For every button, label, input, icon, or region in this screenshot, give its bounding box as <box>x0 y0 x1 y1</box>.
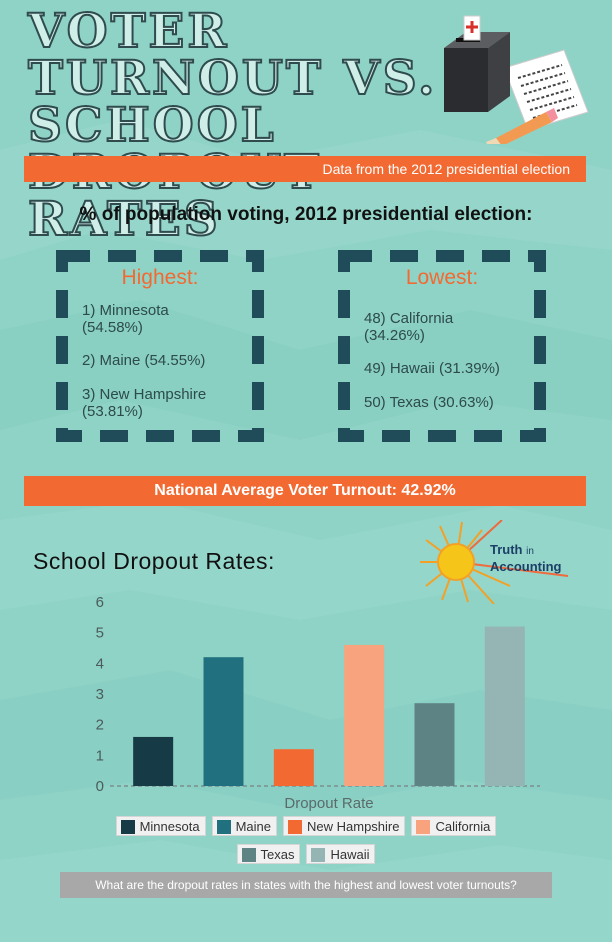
lowest-item-1: 48) California (34.26%) <box>364 310 534 344</box>
lowest-item-3-rank: 50) Texas <box>364 394 429 411</box>
legend-label: New Hampshire <box>307 819 400 834</box>
chart-legend: Minnesota Maine New Hampshire California Tex… <box>60 816 552 864</box>
source-band: Data from the 2012 presidential election <box>24 156 586 182</box>
lowest-box: Lowest: 48) California (34.26%) 49) Hawa… <box>338 250 546 442</box>
voting-heading: % of population voting, 2012 presidentia… <box>79 204 533 225</box>
legend-item-maine[interactable]: Maine <box>211 816 277 836</box>
national-average-band: National Average Voter Turnout: 42.92% <box>24 476 586 506</box>
dropout-rate-chart: 0 1 2 3 4 5 6 Dropout Rate <box>96 594 540 812</box>
sun-icon <box>420 520 569 604</box>
legend-swatch <box>120 819 135 834</box>
legend-swatch <box>288 819 302 834</box>
highest-item-2-rank: 2) Maine <box>82 352 141 369</box>
highest-item-1: 1) Minnesota (54.58%) <box>82 302 252 336</box>
legend-swatch <box>416 819 431 834</box>
logo-word-accounting: Accounting <box>490 559 562 574</box>
y-tick-label: 3 <box>96 686 104 703</box>
legend-item-hawaii[interactable]: Hawaii <box>306 844 376 864</box>
legend-label: California <box>435 819 491 834</box>
dropout-heading: School Dropout Rates: <box>33 548 275 574</box>
legend-swatch <box>241 847 256 862</box>
bar-minnesota <box>133 736 174 786</box>
highest-item-2-value: (54.55%) <box>144 352 206 369</box>
question-banner: What are the dropout rates in states wit… <box>60 872 552 898</box>
highest-label: Highest: <box>121 266 199 289</box>
highest-box-border <box>56 250 264 442</box>
lowest-box-border <box>338 250 546 442</box>
ballot-box-icon <box>444 15 510 112</box>
bar-maine <box>203 657 244 786</box>
legend-swatch <box>216 819 231 834</box>
highest-box: Highest: 1) Minnesota (54.58%) 2) Maine … <box>56 250 264 442</box>
bar-hawaii <box>484 626 525 786</box>
y-tick-label: 0 <box>96 778 104 795</box>
lowest-item-3: 50) Texas (30.63%) <box>364 394 534 411</box>
y-tick-label: 2 <box>96 717 104 734</box>
legend-item-california[interactable]: California <box>411 816 497 836</box>
highest-item-1-value: (54.58%) <box>82 319 143 336</box>
legend-swatch <box>311 847 326 862</box>
legend-label: Hawaii <box>330 847 370 862</box>
lowest-label: Lowest: <box>405 266 479 289</box>
highest-item-1-rank: 1) Minnesota <box>82 302 169 319</box>
legend-label: Texas <box>260 847 295 862</box>
lowest-item-1-value: (34.26%) <box>364 327 425 344</box>
logo-word-truth: Truth <box>490 542 523 557</box>
bar-california <box>344 644 385 786</box>
bar-new-hampshire <box>273 749 314 786</box>
legend-label: Maine <box>235 819 271 834</box>
highest-item-3: 3) New Hampshire (53.81%) <box>82 386 252 420</box>
lowest-item-2-value: (31.39%) <box>439 360 500 377</box>
logo-word-in: in <box>526 546 534 557</box>
y-tick-label: 4 <box>96 655 104 672</box>
legend-item-texas[interactable]: Texas <box>236 844 301 864</box>
highest-item-3-value: (53.81%) <box>82 403 143 420</box>
x-axis-label: Dropout Rate <box>284 795 373 812</box>
ballot-illustration <box>444 15 589 144</box>
lowest-item-1-rank: 48) California <box>364 310 454 327</box>
highest-item-2: 2) Maine (54.55%) <box>82 352 252 369</box>
pencil-icon <box>486 108 558 144</box>
truth-in-accounting-logo: Truth in Accounting <box>418 520 578 604</box>
lowest-item-2: 49) Hawaii (31.39%) <box>364 360 534 377</box>
y-tick-label: 1 <box>96 747 104 764</box>
lowest-item-3-value: (30.63%) <box>432 394 494 411</box>
legend-label: Minnesota <box>139 819 200 834</box>
bar-texas <box>414 703 455 786</box>
y-tick-label: 5 <box>96 625 104 642</box>
y-tick-label: 6 <box>96 594 104 611</box>
logo-text: Truth in Accounting <box>490 542 562 574</box>
lowest-item-2-rank: 49) Hawaii <box>364 360 435 377</box>
highest-item-3-rank: 3) New Hampshire <box>82 386 207 403</box>
legend-item-new-hampshire[interactable]: New Hampshire <box>283 816 406 836</box>
legend-item-minnesota[interactable]: Minnesota <box>115 816 206 836</box>
